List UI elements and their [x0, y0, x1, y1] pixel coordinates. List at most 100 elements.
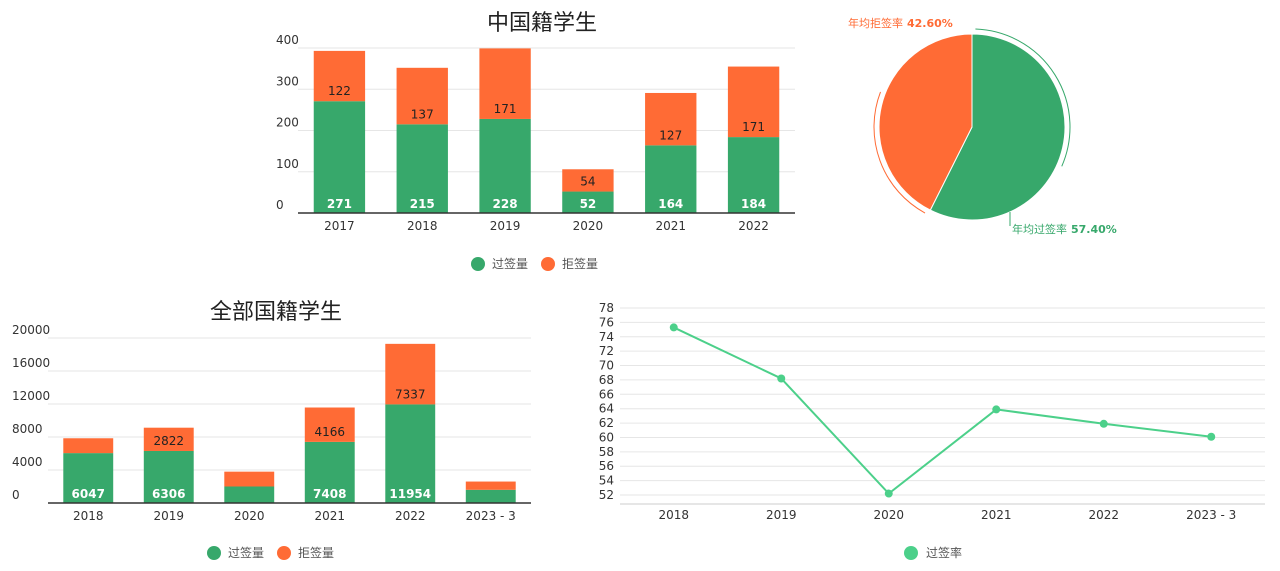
y-tick-label: 4000: [12, 455, 43, 469]
bar-reject: [465, 481, 516, 490]
data-label: 4166: [314, 425, 345, 439]
data-label: 215: [410, 197, 435, 211]
y-tick-label: 56: [599, 459, 614, 473]
data-label: 7408: [313, 487, 346, 501]
pie-label-arc: [975, 28, 1071, 167]
data-label: 171: [742, 120, 765, 134]
y-tick-label: 66: [599, 387, 614, 401]
y-tick-label: 0: [276, 198, 284, 212]
legend-label: 拒签量: [298, 545, 334, 560]
data-label: 6047: [72, 487, 105, 501]
data-label: 54: [580, 175, 595, 189]
bar-pass: [304, 441, 355, 503]
x-tick-label: 2017: [324, 219, 355, 233]
y-tick-label: 64: [599, 402, 614, 416]
x-tick-label: 2020: [873, 508, 904, 522]
x-tick-label: 2021: [981, 508, 1012, 522]
bar-pass: [385, 404, 436, 503]
y-tick-label: 12000: [12, 389, 50, 403]
pie-label-name: 年均拒签率: [848, 16, 903, 30]
y-tick-label: 52: [599, 488, 614, 502]
china-chart: 中国籍学生 0 100 200 300 400 271 122 2017 215 137 2018 22…: [276, 11, 795, 271]
x-tick-label: 2020: [573, 219, 604, 233]
y-tick-label: 72: [599, 344, 614, 358]
y-tick-label: 200: [276, 116, 299, 130]
pie-slice-pass: [929, 33, 1066, 221]
data-label: 271: [327, 197, 352, 211]
bar-pass: [63, 453, 114, 503]
legend-marker: [277, 546, 291, 560]
y-tick-label: 100: [276, 157, 299, 171]
legend-marker: [207, 546, 221, 560]
legend: 过签量 拒签量: [207, 545, 334, 560]
bar-pass: [396, 124, 448, 213]
data-label: 7337: [395, 387, 426, 401]
legend-marker: [541, 257, 555, 271]
data-label: 164: [658, 197, 683, 211]
pie-label-value: 42.60%: [907, 17, 953, 30]
x-tick-label: 2020: [234, 509, 265, 523]
bar-reject: [562, 169, 614, 192]
data-label: 2822: [153, 434, 184, 448]
bar-pass: [645, 145, 697, 213]
x-tick-label: 2019: [766, 508, 797, 522]
x-tick-label: 2019: [490, 219, 521, 233]
series-line: [673, 326, 1212, 495]
y-tick-label: 78: [599, 301, 614, 315]
data-label: 228: [493, 197, 518, 211]
data-point: [777, 374, 786, 383]
data-label: 122: [328, 84, 351, 98]
data-label: 11954: [389, 487, 431, 501]
x-tick-label: 2023 - 3: [1186, 508, 1236, 522]
pie-label-value: 57.40%: [1071, 223, 1117, 236]
x-tick-label: 2022: [1088, 508, 1119, 522]
y-tick-label: 70: [599, 359, 614, 373]
bar-pass: [313, 101, 366, 213]
bar-reject: [304, 407, 355, 442]
x-tick-label: 2022: [395, 509, 426, 523]
x-tick-label: 2023 - 3: [466, 509, 516, 523]
x-tick-label: 2018: [407, 219, 438, 233]
x-tick-label: 2021: [314, 509, 345, 523]
y-tick-label: 8000: [12, 422, 43, 436]
y-tick-label: 76: [599, 315, 614, 329]
data-point: [669, 323, 678, 332]
legend-marker: [471, 257, 485, 271]
bar-reject: [645, 92, 697, 146]
bar-reject: [224, 471, 275, 487]
y-tick-label: 20000: [12, 323, 50, 337]
bar-pass: [479, 118, 531, 213]
pie-label-reject: 年均拒签率 42.60%: [848, 16, 953, 30]
y-tick-label: 60: [599, 430, 614, 444]
bar-reject: [143, 427, 194, 451]
x-tick-label: 2022: [738, 219, 769, 233]
pie-slice-reject: [878, 33, 973, 211]
bar-pass: [143, 450, 194, 503]
legend: 过签量 拒签量: [471, 256, 598, 271]
data-label: 184: [741, 197, 766, 211]
bar-reject: [396, 67, 448, 125]
data-label: 6306: [152, 487, 185, 501]
bar-pass: [224, 486, 275, 503]
x-tick-label: 2019: [153, 509, 184, 523]
chart-title: 中国籍学生: [487, 11, 597, 36]
data-point: [884, 489, 893, 498]
pie-label-arc: [873, 91, 926, 214]
y-tick-label: 300: [276, 74, 299, 88]
data-label: 171: [494, 102, 517, 116]
bar-pass: [562, 191, 614, 213]
legend-label: 过签率: [926, 545, 962, 560]
pie-label-pass: 年均过签率 57.40%: [1012, 222, 1117, 236]
y-tick-label: 58: [599, 445, 614, 459]
data-label: 137: [411, 107, 434, 121]
legend-marker: [904, 546, 918, 560]
legend-label: 过签量: [228, 545, 264, 560]
bar-pass: [465, 489, 516, 503]
data-point: [992, 405, 1001, 414]
y-tick-label: 54: [599, 474, 614, 488]
bar-reject: [479, 48, 531, 119]
data-point: [1099, 419, 1108, 428]
y-tick-label: 62: [599, 416, 614, 430]
y-tick-label: 400: [276, 33, 299, 47]
